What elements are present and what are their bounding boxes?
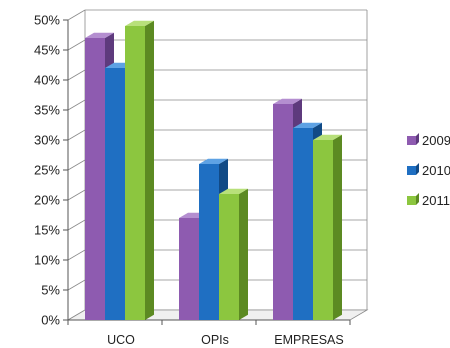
bar-front	[199, 164, 219, 320]
legend-swatch	[407, 166, 416, 175]
bar	[313, 134, 342, 320]
legend-swatch-side	[416, 163, 419, 175]
legend-swatch-side	[416, 133, 419, 145]
bar-top	[273, 98, 302, 104]
legend: 2009 2010 2011	[407, 133, 450, 208]
gridline-side	[67, 129, 86, 141]
bar-side	[145, 20, 154, 321]
y-tick-label: 25%	[34, 163, 60, 178]
legend-swatch	[407, 196, 416, 205]
y-tick-label: 40%	[34, 73, 60, 88]
gridline-side	[67, 219, 86, 231]
bar-front	[313, 140, 333, 320]
y-tick-label: 20%	[34, 193, 60, 208]
bars	[85, 20, 342, 321]
bar-front	[179, 218, 199, 320]
gridline-side	[67, 69, 86, 81]
gridline-side	[67, 39, 86, 51]
bar-front	[293, 128, 313, 320]
legend-label: 2010	[422, 163, 450, 178]
bar-front	[219, 194, 239, 320]
legend-swatch-side	[416, 193, 419, 205]
gridline-side	[67, 189, 86, 201]
y-tick-label: 0%	[41, 313, 60, 328]
y-axis-ticks: 0% 5% 10% 15% 20% 25% 30% 35% 40% 45% 50%	[34, 13, 68, 328]
y-tick-label: 50%	[34, 13, 60, 28]
bar-front	[85, 38, 105, 320]
gridline-side	[67, 9, 86, 21]
legend-label: 2011	[422, 193, 450, 208]
gridline-side	[67, 99, 86, 111]
legend-label: 2009	[422, 133, 450, 148]
bar-top	[293, 122, 322, 128]
gridline-side	[67, 279, 86, 291]
bar-top	[313, 134, 342, 140]
bar-top	[219, 188, 248, 194]
x-category-label: UCO	[107, 333, 135, 347]
x-axis-categories: UCO OPIs EMPRESAS	[107, 333, 344, 347]
bar-top	[125, 20, 154, 26]
gridline-side	[67, 159, 86, 171]
bar-front	[125, 26, 145, 320]
bar	[219, 188, 248, 320]
bar-side	[239, 188, 248, 320]
y-tick-label: 15%	[34, 223, 60, 238]
legend-swatch	[407, 136, 416, 145]
gridline-side	[67, 249, 86, 261]
x-category-label: OPIs	[201, 333, 229, 347]
y-tick-label: 5%	[41, 283, 60, 298]
bar-front	[105, 68, 125, 320]
x-category-label: EMPRESAS	[274, 333, 343, 347]
bar	[125, 20, 154, 321]
y-tick-label: 30%	[34, 133, 60, 148]
bar-side	[333, 134, 342, 320]
y-tick-label: 10%	[34, 253, 60, 268]
bar-top	[199, 158, 228, 164]
bar-front	[273, 104, 293, 320]
y-tick-label: 45%	[34, 43, 60, 58]
bar-top	[85, 32, 114, 38]
y-tick-label: 35%	[34, 103, 60, 118]
